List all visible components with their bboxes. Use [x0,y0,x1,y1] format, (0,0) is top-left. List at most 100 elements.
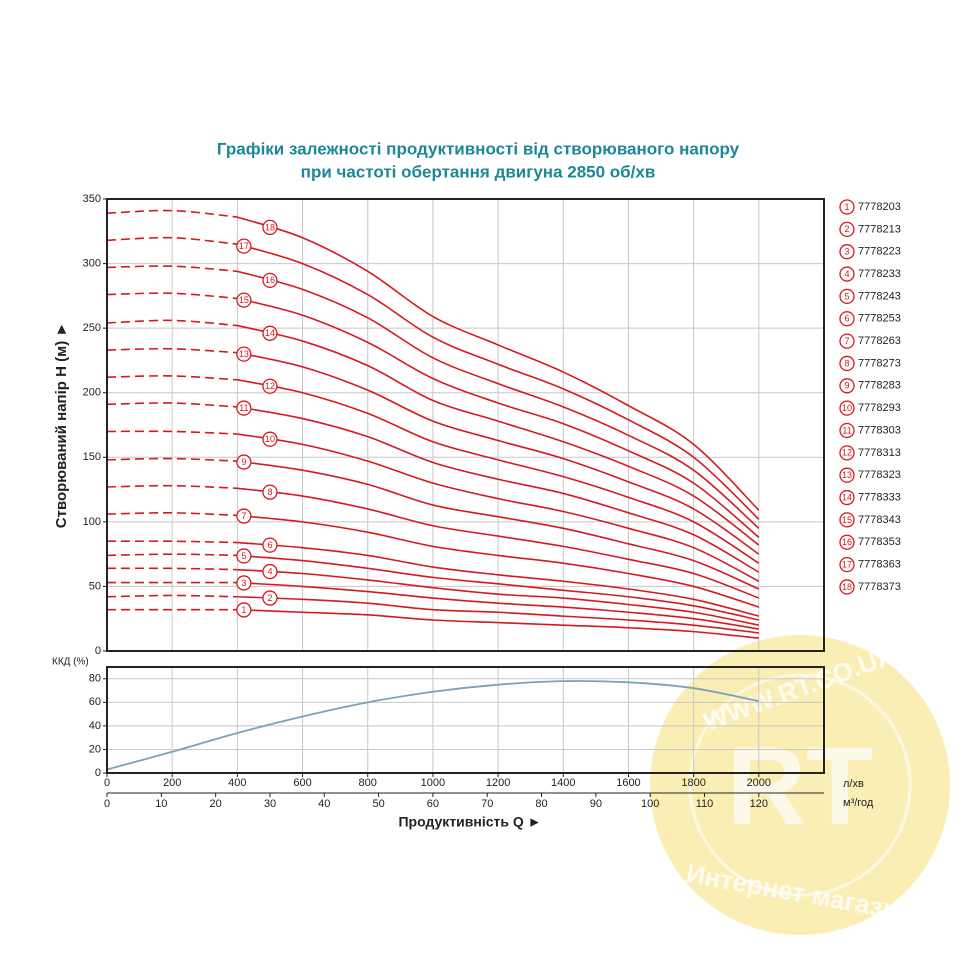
x2-tick-label: 30 [264,798,276,810]
legend-label: 7778303 [858,424,901,436]
curve-label: 13 [239,349,249,359]
y-tick-label: 0 [95,645,101,657]
x2-tick-label: 10 [155,798,167,810]
x-axis-title: Продуктивність Q ► [398,814,541,830]
x-tick-label: 1600 [616,777,640,789]
legend-badge [839,556,855,573]
curve-label-badge [262,563,278,580]
legend-number: 1 [844,202,849,212]
legend-number: 16 [842,537,852,547]
x-tick-label: 200 [163,777,181,789]
legend-label: 7778273 [858,357,901,369]
x-tick-label: 1000 [421,777,445,789]
curve [106,567,238,571]
curve-label-badge [236,548,252,564]
legend-label: 7778203 [858,201,901,213]
curve-label-badge [262,378,278,394]
legend-label: 7778233 [858,268,901,280]
curve [237,324,760,546]
curve [237,379,760,564]
curve-label: 18 [265,222,275,232]
curve [106,553,238,557]
legend-badge [839,311,855,327]
curve [237,216,760,511]
y-tick-label: 350 [83,193,101,205]
curve [106,292,238,300]
curve [237,608,759,639]
y-tick-label: 150 [83,451,101,463]
curve [237,297,760,538]
legend-label: 7778333 [858,491,901,503]
x2-tick-label: 100 [641,798,659,810]
legend-label: 7778363 [858,559,901,571]
plot-frame [106,666,825,774]
curve [106,680,759,771]
curve-label: 7 [241,511,246,521]
curve-label-badge [236,238,252,254]
curve-label: 4 [267,566,272,576]
legend-number: 14 [842,492,852,502]
curve [106,540,238,544]
x-tick-label: 1200 [486,777,510,789]
watermark-ring [688,673,912,897]
legend-number: 12 [842,448,852,458]
curve [237,554,759,621]
curve-label: 8 [267,487,272,497]
curve [106,319,238,327]
legend-badge [839,467,855,483]
legend-label: 7778293 [858,402,901,414]
curve [106,209,238,218]
legend-number: 17 [842,559,852,569]
legend-number: 13 [842,470,852,480]
x-tick-label: 600 [293,777,311,789]
x2-tick-label: 120 [750,798,768,810]
curve-label-badge [262,219,278,236]
y-tick-label: 250 [83,322,101,334]
legend-number: 15 [842,515,852,525]
chart-title: при частоті обертання двигуна 2850 об/хв [301,162,656,181]
x2-axis-unit: м³/год [843,797,874,809]
x-tick-label: 1400 [551,777,575,789]
curve [237,460,760,590]
curve-label: 14 [265,328,275,338]
y-tick-label: 20 [89,743,101,755]
legend-number: 6 [844,314,849,324]
x-axis-unit: л/хв [843,778,864,790]
x2-tick-label: 90 [590,798,602,810]
y-axis-title: Створюваний напір H (м) ► [53,322,70,528]
curve-label: 9 [241,457,246,467]
curve-label-badge [262,431,278,447]
legend-number: 8 [844,358,849,368]
curve [106,594,238,598]
x-tick-label: 1800 [681,777,705,789]
x-tick-label: 800 [359,777,377,789]
legend-label: 7778243 [858,290,901,302]
legend-number: 5 [844,291,849,301]
x2-tick-label: 50 [372,798,384,810]
y-axis-title: ККД (%) [52,657,89,668]
legend-badge [839,288,855,305]
curve [106,265,238,273]
curve-label-badge [262,272,278,289]
legend-number: 18 [842,582,852,592]
curve-label-badge [236,292,252,308]
y-tick-label: 40 [89,720,101,732]
curve-label-badge [262,590,278,606]
legend-badge [839,512,855,528]
curve-label-badge [236,575,252,591]
legend-number: 7 [844,336,849,346]
curve-label-badge [236,602,252,618]
legend-label: 7778253 [858,313,901,325]
legend-badge [839,445,855,461]
curve-label-badge [236,346,252,362]
x2-tick-label: 80 [535,798,547,810]
x2-tick-label: 110 [696,798,714,810]
y-tick-label: 200 [83,387,101,399]
curve-label: 15 [239,295,249,305]
legend-badge [839,489,855,506]
x2-tick-label: 0 [104,798,110,810]
curve [106,375,238,381]
curve-label: 2 [267,593,272,603]
